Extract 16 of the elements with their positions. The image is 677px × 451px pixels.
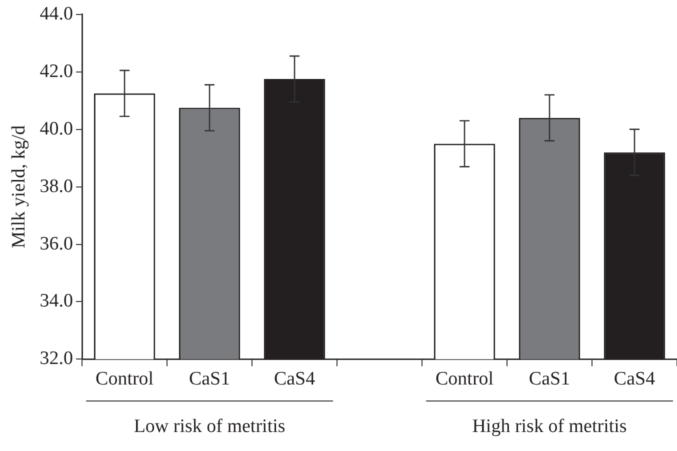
y-tick-label: 32.0 (40, 348, 74, 370)
x-tick-label: CaS4 (274, 368, 316, 390)
y-axis-title: Milk yield, kg/d (8, 124, 30, 248)
y-tick-label: 40.0 (40, 118, 74, 140)
text: High risk of metritis (472, 416, 627, 437)
y-tick-label: 44.0 (40, 3, 74, 24)
y-tick-label: 38.0 (40, 176, 74, 197)
y-tick-label: 36.0 (40, 233, 74, 254)
x-tick-label: Control (435, 368, 494, 390)
x-tick-label: CaS1 (528, 368, 570, 390)
x-tick-label: CaS4 (614, 368, 656, 390)
x-tick-label: CaS1 (188, 368, 230, 390)
text: Low risk of metritis (134, 416, 286, 437)
y-tick-label: 34.0 (40, 290, 74, 312)
x-tick-label: Control (96, 368, 154, 390)
y-tick-label: 42.0 (40, 60, 74, 82)
